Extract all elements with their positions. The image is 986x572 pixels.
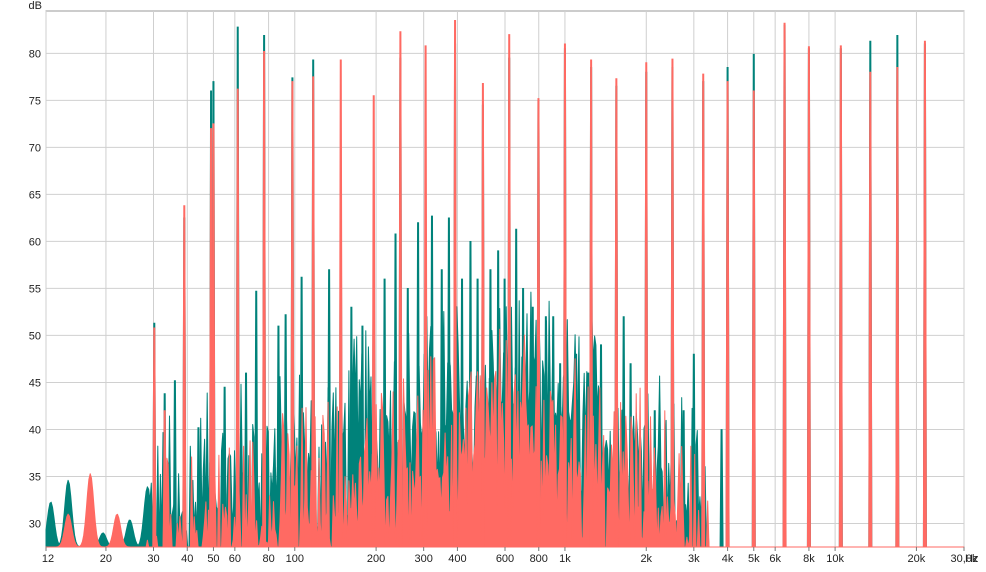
x-tick-label: 20 — [100, 553, 112, 565]
series-2 — [45, 20, 965, 548]
x-tick-label: 1k — [559, 553, 571, 565]
peak-mark — [423, 45, 428, 548]
y-tick-label: 60 — [29, 236, 41, 248]
peak-mark — [644, 62, 649, 548]
peak-mark — [480, 83, 485, 548]
peak-mark — [235, 88, 240, 548]
peak-mark — [838, 45, 843, 548]
y-tick-label: 55 — [29, 283, 41, 295]
x-tick-label: 400 — [448, 553, 466, 565]
peak-mark — [922, 40, 927, 548]
x-tick-label: 200 — [367, 553, 385, 565]
grid-lines — [45, 11, 965, 547]
peak-mark — [701, 73, 706, 548]
x-tick-label: 30 — [147, 553, 159, 565]
peak-mark — [211, 123, 216, 548]
x-tick-label: 800 — [530, 553, 548, 565]
peak-mark — [670, 58, 675, 548]
y-axis-label: dB — [29, 0, 42, 12]
peak-mark — [182, 205, 187, 548]
y-tick-label: 50 — [29, 330, 41, 342]
peak-mark — [371, 95, 376, 548]
peak-mark — [782, 22, 787, 548]
x-tick-label: 80 — [262, 553, 274, 565]
x-tick-label: 60 — [229, 553, 241, 565]
peak-mark — [719, 429, 724, 548]
peak-mark — [311, 76, 316, 548]
peak-mark — [152, 327, 157, 548]
x-tick-label: 2k — [640, 553, 652, 565]
peak-mark — [725, 81, 730, 548]
peak-mark — [162, 410, 167, 548]
peak-mark — [338, 59, 343, 548]
x-tick-label: 100 — [286, 553, 304, 565]
y-tick-label: 70 — [29, 142, 41, 154]
peak-mark — [290, 81, 295, 548]
peak-mark — [589, 59, 594, 548]
peak-mark — [196, 427, 201, 548]
peak-mark — [751, 90, 756, 548]
x-tick-label: 5k — [748, 553, 760, 565]
peak-mark — [276, 325, 281, 548]
x-tick-label: 600 — [496, 553, 514, 565]
x-tick-label: 3k — [688, 553, 700, 565]
peak-mark — [254, 290, 259, 548]
peak-mark — [453, 20, 458, 548]
peak-mark — [172, 380, 177, 548]
y-tick-label: 45 — [29, 377, 41, 389]
y-tick-label: 35 — [29, 471, 41, 483]
peak-mark — [868, 71, 873, 548]
peak-mark — [536, 98, 541, 548]
peak-mark — [262, 51, 267, 548]
x-tick-label: 12 — [42, 553, 54, 565]
x-tick-label: 20k — [908, 553, 926, 565]
peak-mark — [507, 34, 512, 548]
peak-mark — [895, 67, 900, 548]
x-tick-label: 30,0k — [951, 553, 978, 565]
y-tick-label: 80 — [29, 48, 41, 60]
series-layer — [45, 20, 965, 548]
x-tick-label: 10k — [826, 553, 844, 565]
x-tick-label: 8k — [803, 553, 815, 565]
y-tick-label: 40 — [29, 424, 41, 436]
x-tick-label: 4k — [722, 553, 734, 565]
series-fill — [45, 328, 965, 548]
y-tick-label: 75 — [29, 95, 41, 107]
peak-mark — [806, 46, 811, 548]
x-tick-label: 40 — [181, 553, 193, 565]
peak-mark — [562, 43, 567, 548]
x-tick-label: 6k — [769, 553, 781, 565]
y-tick-label: 65 — [29, 189, 41, 201]
peak-mark — [398, 31, 403, 548]
y-tick-label: 30 — [29, 518, 41, 530]
axes: 30 35 40 45 50 55 60 65 70 75 80 12 20 30 40 50 60 80 100 2… — [29, 0, 979, 565]
x-tick-label: 300 — [414, 553, 432, 565]
x-axis-label: Hz — [965, 553, 978, 565]
x-tick-label: 50 — [207, 553, 219, 565]
peak-mark — [614, 78, 619, 548]
